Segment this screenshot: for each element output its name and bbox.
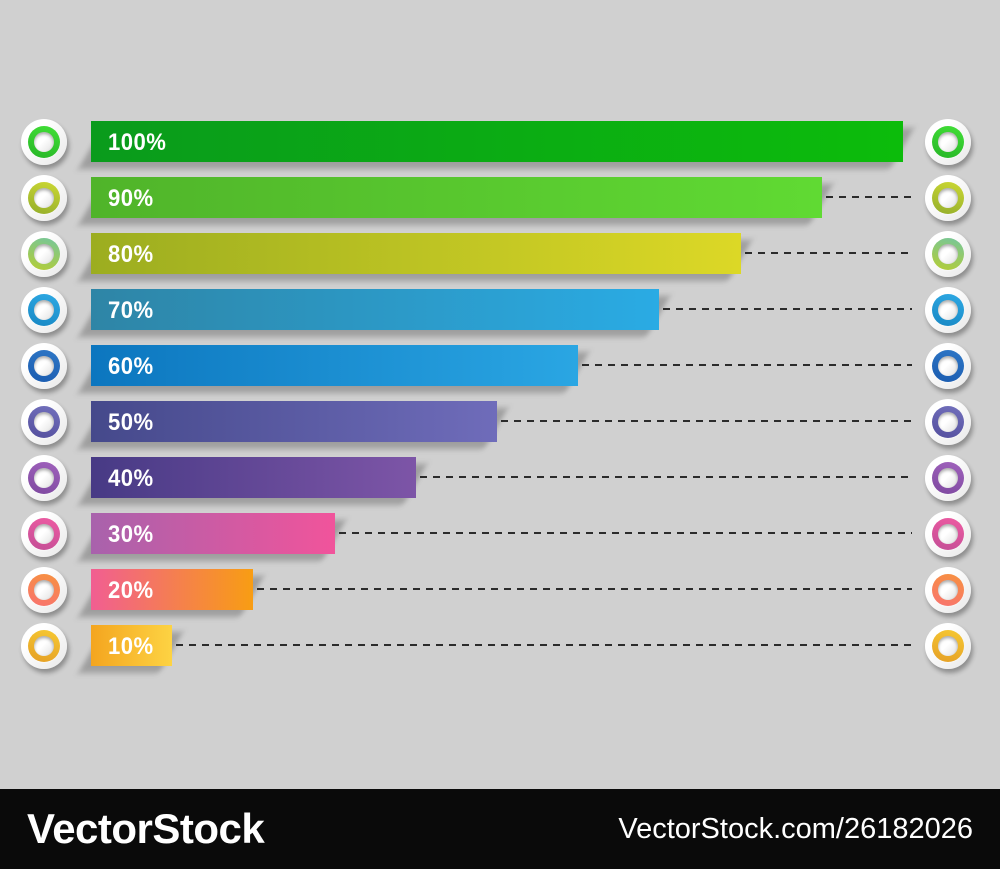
chart-row: 90% <box>0 175 1000 225</box>
percent-bar: 10% <box>91 625 172 666</box>
ring-inner-circle <box>34 356 54 376</box>
ring-inner-circle <box>34 468 54 488</box>
ring-inner-circle <box>34 412 54 432</box>
chart-row: 20% <box>0 567 1000 617</box>
ring-inner-circle <box>34 132 54 152</box>
percent-ring-left <box>21 567 67 613</box>
watermark-bar: VectorStock VectorStock.com/26182026 <box>0 789 1000 869</box>
bar-label: 50% <box>108 409 154 436</box>
percent-ring-left <box>21 343 67 389</box>
percent-bar: 60% <box>91 345 578 386</box>
percent-ring-left <box>21 623 67 669</box>
bar-label: 30% <box>108 521 154 548</box>
bar-label: 70% <box>108 297 154 324</box>
bar-label: 40% <box>108 465 154 492</box>
ring-inner-circle <box>34 188 54 208</box>
chart-row: 70% <box>0 287 1000 337</box>
percent-bar: 100% <box>91 121 903 162</box>
percent-ring-left <box>21 175 67 221</box>
ring-inner-circle <box>938 412 958 432</box>
percent-ring-right <box>925 119 971 165</box>
chart-row: 100% <box>0 119 1000 169</box>
bar-label: 80% <box>108 241 154 268</box>
ring-inner-circle <box>938 524 958 544</box>
bar-label: 20% <box>108 577 154 604</box>
ring-inner-circle <box>938 244 958 264</box>
percent-ring-right <box>925 231 971 277</box>
connector-dashed-line <box>501 420 912 422</box>
percent-ring-left <box>21 399 67 445</box>
percent-ring-right <box>925 511 971 557</box>
ring-inner-circle <box>34 636 54 656</box>
ring-inner-circle <box>938 356 958 376</box>
bar-label: 90% <box>108 185 154 212</box>
ring-inner-circle <box>34 580 54 600</box>
percent-ring-right <box>925 623 971 669</box>
ring-inner-circle <box>938 580 958 600</box>
ring-inner-circle <box>938 468 958 488</box>
percent-ring-right <box>925 287 971 333</box>
percent-ring-left <box>21 511 67 557</box>
ring-inner-circle <box>938 132 958 152</box>
chart-row: 80% <box>0 231 1000 281</box>
chart-row: 10% <box>0 623 1000 673</box>
chart-row: 50% <box>0 399 1000 449</box>
bar-label: 60% <box>108 353 154 380</box>
vectorstock-url: VectorStock.com/26182026 <box>618 812 973 845</box>
chart-row: 30% <box>0 511 1000 561</box>
percent-bar: 30% <box>91 513 335 554</box>
percent-ring-left <box>21 455 67 501</box>
ring-inner-circle <box>938 188 958 208</box>
percent-bar: 50% <box>91 401 497 442</box>
connector-dashed-line <box>582 364 912 366</box>
ring-inner-circle <box>938 636 958 656</box>
connector-dashed-line <box>826 196 912 198</box>
connector-dashed-line <box>339 532 912 534</box>
percent-ring-right <box>925 175 971 221</box>
percent-bar: 40% <box>91 457 416 498</box>
connector-dashed-line <box>420 476 912 478</box>
percent-ring-right <box>925 455 971 501</box>
percent-ring-left <box>21 119 67 165</box>
ring-inner-circle <box>34 300 54 320</box>
chart-row: 40% <box>0 455 1000 505</box>
percent-bar: 20% <box>91 569 253 610</box>
connector-dashed-line <box>663 308 912 310</box>
percent-bar: 80% <box>91 233 741 274</box>
connector-dashed-line <box>745 252 912 254</box>
percent-ring-left <box>21 287 67 333</box>
ring-inner-circle <box>34 244 54 264</box>
vectorstock-logo-text: VectorStock <box>27 805 265 852</box>
bar-label: 100% <box>108 129 167 156</box>
ring-inner-circle <box>938 300 958 320</box>
connector-dashed-line <box>257 588 912 590</box>
percent-bar: 90% <box>91 177 822 218</box>
ring-inner-circle <box>34 524 54 544</box>
percent-bar: 70% <box>91 289 659 330</box>
chart-row: 60% <box>0 343 1000 393</box>
percent-ring-right <box>925 567 971 613</box>
percent-ring-right <box>925 343 971 389</box>
connector-dashed-line <box>176 644 912 646</box>
percent-ring-right <box>925 399 971 445</box>
bar-label: 10% <box>108 633 154 660</box>
percent-ring-left <box>21 231 67 277</box>
